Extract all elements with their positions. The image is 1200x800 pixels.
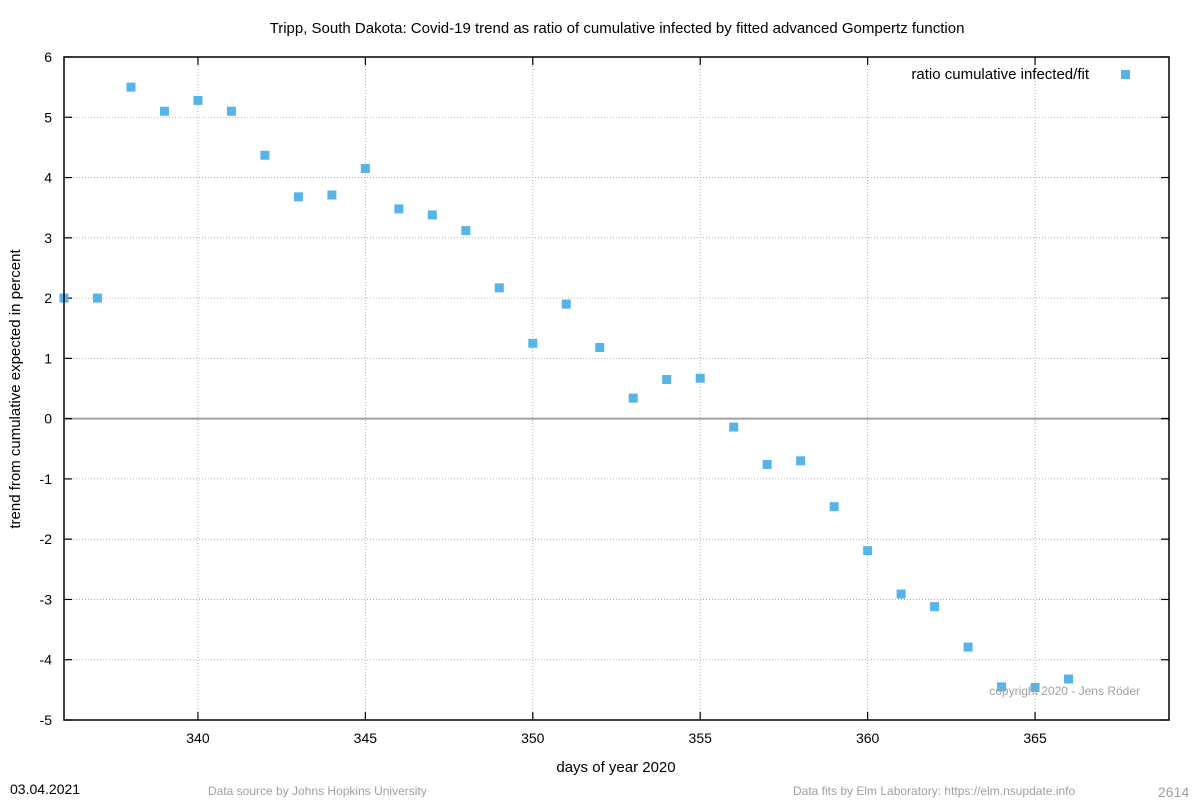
x-tick-label: 345 xyxy=(354,730,378,746)
data-point xyxy=(595,343,605,353)
data-point xyxy=(662,374,672,384)
data-point xyxy=(796,456,806,466)
x-tick-label: 365 xyxy=(1023,730,1047,746)
y-tick-label: -5 xyxy=(40,712,53,728)
x-tick-label: 350 xyxy=(521,730,545,746)
data-point xyxy=(528,338,538,348)
data-point xyxy=(695,373,705,383)
data-point xyxy=(896,589,906,599)
data-point xyxy=(360,164,370,174)
y-tick-label: -1 xyxy=(40,471,53,487)
y-tick-label: -3 xyxy=(40,591,53,607)
data-point xyxy=(226,106,236,116)
data-point xyxy=(159,106,169,116)
chart-title: Tripp, South Dakota: Covid-19 trend as r… xyxy=(270,20,965,37)
y-tick-label: 5 xyxy=(44,109,52,125)
data-point xyxy=(1030,682,1040,692)
y-tick-label: 0 xyxy=(44,411,52,427)
data-point xyxy=(729,422,739,432)
data-point xyxy=(293,192,303,202)
data-point xyxy=(427,210,437,220)
data-point xyxy=(628,393,638,403)
data-point xyxy=(193,95,203,105)
data-point xyxy=(494,283,504,293)
data-point xyxy=(92,293,102,303)
legend-marker xyxy=(1121,70,1130,79)
data-point xyxy=(461,226,471,236)
data-point xyxy=(963,642,973,652)
legend: ratio cumulative infected/fit xyxy=(911,66,1130,83)
footer-data-source: Data source by Johns Hopkins University xyxy=(208,784,427,798)
data-point xyxy=(997,682,1007,692)
x-tick-label: 340 xyxy=(186,730,210,746)
y-tick-label: 1 xyxy=(44,350,52,366)
footer-date: 03.04.2021 xyxy=(10,781,81,797)
y-axis-label: trend from cumulative expected in percen… xyxy=(7,249,24,529)
data-point xyxy=(126,82,136,92)
data-point xyxy=(829,502,839,512)
data-point xyxy=(260,150,270,160)
y-tick-label: 3 xyxy=(44,230,52,246)
data-point xyxy=(930,602,940,612)
y-tick-label: 4 xyxy=(44,170,52,186)
legend-label: ratio cumulative infected/fit xyxy=(911,66,1089,83)
footer-data-fits: Data fits by Elm Laboratory: https://elm… xyxy=(793,784,1076,798)
grid xyxy=(64,57,1169,720)
y-tick-label: 2 xyxy=(44,290,52,306)
data-point xyxy=(1064,674,1074,684)
x-axis-label: days of year 2020 xyxy=(556,759,675,776)
copyright-note: copyright 2020 - Jens Röder xyxy=(989,684,1140,698)
y-tick-label: -2 xyxy=(40,531,53,547)
y-tick-label: -4 xyxy=(40,652,53,668)
x-tick-label: 355 xyxy=(689,730,713,746)
data-points xyxy=(59,82,1074,692)
data-point xyxy=(863,546,873,556)
x-tick-label: 360 xyxy=(856,730,880,746)
data-point xyxy=(561,299,571,309)
y-tick-label: 6 xyxy=(44,49,52,65)
footer-id: 2614 xyxy=(1158,784,1190,800)
data-point xyxy=(762,459,772,469)
plot-frame xyxy=(63,56,1170,721)
data-point xyxy=(327,190,337,200)
data-point xyxy=(394,204,404,214)
